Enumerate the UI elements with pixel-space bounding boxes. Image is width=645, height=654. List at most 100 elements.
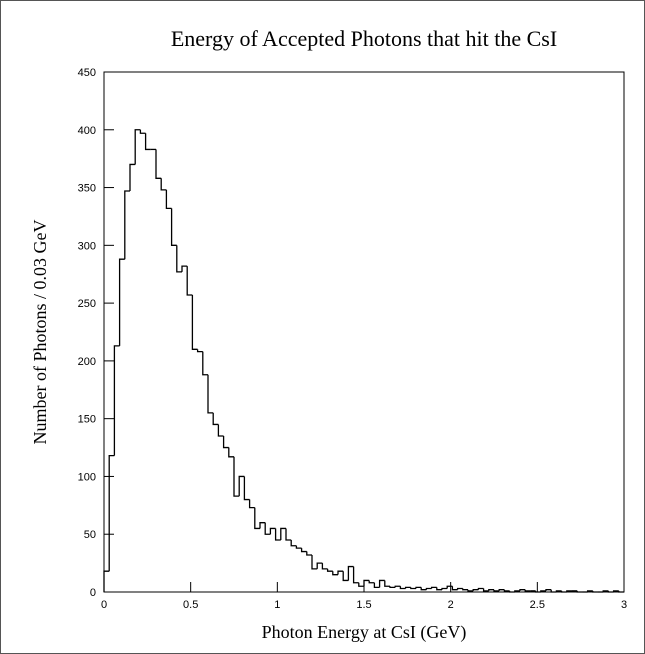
histogram-bin (545, 589, 552, 591)
histogram-bin (326, 568, 333, 572)
histogram-bin (472, 589, 479, 591)
chart-title: Energy of Accepted Photons that hit the … (171, 26, 557, 51)
y-tick-label: 150 (78, 414, 96, 426)
x-tick-label: 3 (621, 599, 627, 611)
histogram-bin (108, 454, 115, 572)
histogram-bin (394, 585, 401, 588)
y-tick-label: 50 (84, 529, 96, 541)
histogram-bin (368, 580, 375, 584)
histogram-bin (243, 476, 250, 501)
histogram-bin (410, 587, 416, 590)
histogram-bin (358, 582, 364, 587)
histogram-bin (508, 590, 515, 593)
histogram-bin (254, 507, 260, 530)
histogram-bin (498, 589, 505, 591)
histogram-bin (389, 586, 396, 589)
histogram-bin (378, 579, 385, 588)
y-tick-label: 100 (78, 471, 96, 483)
histogram-bin (415, 586, 422, 589)
x-tick-label: 2 (448, 599, 454, 611)
x-axis-label: Photon Energy at CsI (GeV) (262, 622, 467, 643)
histogram-bin (202, 351, 208, 376)
histogram-bin (300, 548, 307, 553)
histogram-bin (337, 570, 344, 575)
histogram-bin (373, 582, 380, 589)
y-axis-label: Number of Photons / 0.03 GeV (30, 220, 50, 445)
histogram-bin (493, 589, 500, 592)
histogram-bin (290, 540, 297, 547)
histogram-bin (259, 522, 266, 529)
histogram-bin (196, 349, 203, 353)
histogram-bin (134, 129, 141, 165)
y-tick-label: 300 (78, 240, 96, 252)
histogram-bin (124, 190, 130, 260)
histogram-bin (540, 590, 546, 592)
histogram-bin (306, 551, 312, 556)
histogram-bin (363, 579, 370, 587)
histogram-bin (186, 266, 193, 296)
histogram-bin (607, 590, 614, 593)
y-tick-label: 0 (90, 587, 96, 599)
histogram-bin (181, 265, 188, 272)
histogram-bin (618, 590, 624, 593)
histogram-bin (602, 590, 609, 592)
histogram-bin (160, 178, 167, 191)
histogram-bin (404, 586, 411, 589)
x-tick-label: 1 (274, 599, 280, 611)
histogram-bin (144, 133, 151, 151)
histogram-bin (451, 586, 458, 591)
x-tick-label: 2.5 (530, 599, 545, 611)
histogram-bin (228, 447, 234, 458)
histogram-bin (316, 562, 323, 569)
histogram-bin (248, 499, 255, 509)
histogram-bin (233, 456, 240, 497)
histogram-bin (586, 590, 593, 592)
histogram-bin (176, 245, 182, 273)
histogram-bin (342, 571, 349, 582)
histogram-bin (139, 129, 146, 134)
histogram-bin (612, 590, 619, 592)
histogram-bin (560, 590, 567, 593)
histogram-bin (264, 522, 271, 535)
histogram-bin (347, 565, 354, 581)
histogram-bin (430, 586, 437, 589)
histogram-bin (399, 586, 406, 590)
x-tick-label: 0 (101, 599, 107, 611)
histogram-bin (217, 424, 224, 437)
histogram-bin (534, 590, 541, 593)
histogram-bin (503, 589, 510, 592)
y-tick-label: 350 (78, 183, 96, 195)
histogram-bin (311, 555, 318, 570)
histogram-bin (524, 589, 531, 592)
histogram-bin (280, 527, 286, 540)
plot-frame (103, 71, 625, 593)
histogram-bin (446, 585, 453, 589)
histogram-bin (191, 295, 198, 350)
histogram-bin (482, 588, 489, 592)
histogram-bin (321, 563, 328, 570)
histogram-bin (113, 345, 120, 456)
histogram-bin (384, 580, 390, 587)
histogram-bin (576, 590, 583, 593)
histogram-bin (118, 258, 125, 346)
histogram-bin (514, 590, 520, 592)
x-tick-label: 0.5 (183, 599, 198, 611)
histogram-bin (550, 589, 557, 593)
y-tick-label: 400 (78, 125, 96, 137)
x-tick-label: 1.5 (356, 599, 371, 611)
y-tick-label: 450 (78, 67, 96, 79)
y-tick-label: 250 (78, 298, 96, 310)
histogram-bin (212, 412, 219, 426)
histogram-bin (420, 587, 427, 591)
histogram-bin (488, 589, 494, 591)
histogram-bin (436, 587, 442, 591)
histogram-bin (425, 587, 432, 590)
histogram-bin (295, 545, 302, 549)
histogram-bin (477, 587, 484, 590)
histogram-bin (285, 528, 292, 541)
histogram-bin (274, 528, 281, 541)
histogram-bin (519, 589, 526, 591)
histogram-bin (352, 566, 359, 584)
